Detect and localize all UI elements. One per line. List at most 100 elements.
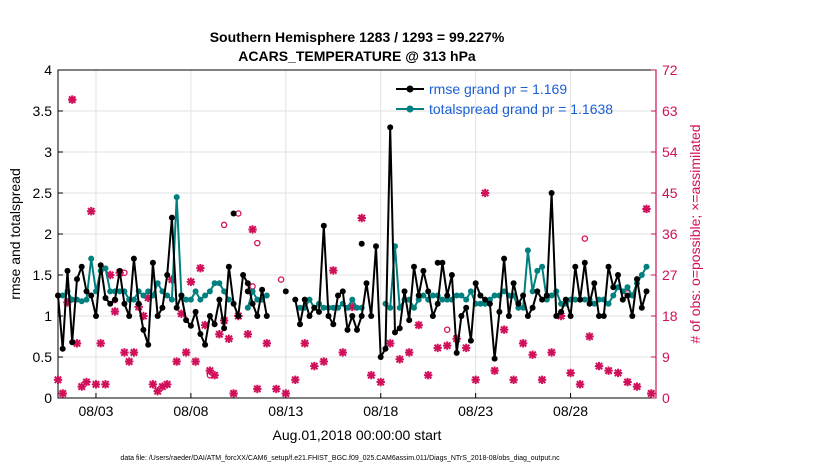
obs-assimilated-marker [248, 225, 257, 234]
totalspread-point [344, 304, 351, 311]
totalspread-point [130, 296, 137, 303]
totalspread-point [458, 292, 465, 299]
y-right-tick-label: 18 [662, 308, 678, 324]
rmse-point [88, 292, 95, 299]
rmse-point [572, 263, 579, 270]
rmse-point [477, 292, 484, 299]
rmse-point [154, 313, 161, 319]
totalspread-point [349, 296, 356, 303]
y-tick-label: 2.5 [33, 185, 53, 201]
obs-assimilated-marker [148, 380, 158, 389]
rmse-point [64, 267, 71, 274]
y-tick-label: 0 [44, 390, 52, 406]
legend-rmse-label: rmse grand pr = 1.169 [429, 81, 567, 97]
rmse-point [316, 308, 322, 315]
rmse-point [197, 331, 204, 337]
rmse-point [463, 304, 470, 311]
rmse-point [605, 263, 612, 270]
totalspread-point [453, 292, 460, 299]
totalspread-point [486, 296, 493, 303]
rmse-point [524, 313, 531, 319]
totalspread-point [83, 296, 90, 303]
obs-assimilated-marker [196, 263, 205, 273]
rmse-point [629, 313, 636, 319]
rmse-point [216, 296, 223, 303]
rmse-point [377, 354, 384, 360]
rmse-point [187, 322, 194, 329]
obs-assimilated-marker [623, 377, 632, 387]
obs-possible-marker [249, 283, 256, 290]
totalspread-point [354, 304, 360, 311]
rmse-point [297, 321, 303, 328]
obs-possible-marker [277, 276, 285, 283]
obs-assimilated-marker [229, 389, 238, 398]
totalspread-point [216, 280, 223, 287]
obs-assimilated-marker [367, 371, 376, 380]
totalspread-point [572, 296, 579, 303]
rmse-point [467, 337, 474, 344]
rmse-point [543, 292, 550, 299]
obs-assimilated-marker [77, 382, 86, 391]
obs-assimilated-marker [471, 375, 480, 384]
rmse-point [472, 280, 479, 287]
rmse-point [567, 313, 574, 319]
data-file-footer: data file: /Users/raeder/DAI/ATM_forcXX/… [120, 455, 560, 462]
rmse-point [358, 240, 365, 247]
totalspread-point [439, 296, 446, 303]
rmse-line-segment [294, 126, 648, 360]
rmse-point [548, 190, 555, 196]
totalspread-point [420, 292, 427, 299]
x-tick-label: 08/03 [78, 403, 113, 419]
totalspread-point [249, 288, 256, 295]
obs-assimilated-marker [143, 293, 153, 302]
totalspread-point [444, 296, 451, 303]
y-right-tick-label: 36 [662, 226, 678, 242]
obs-possible-marker [581, 235, 589, 242]
rmse-point [434, 259, 441, 266]
rmse-point [339, 288, 346, 295]
totalspread-point [638, 272, 645, 278]
obs-assimilated-marker [205, 366, 215, 375]
x-tick-label: 08/13 [268, 403, 303, 419]
totalspread-point [581, 296, 588, 303]
rmse-point [116, 267, 123, 274]
obs-assimilated-marker [129, 348, 139, 357]
rmse-point [491, 355, 498, 362]
totalspread-point [591, 300, 598, 307]
obs-assimilated-marker [124, 357, 134, 366]
obs-assimilated-marker [585, 332, 594, 341]
obs-assimilated-marker [291, 375, 300, 384]
obs-assimilated-marker [414, 320, 423, 330]
rmse-point [282, 288, 289, 295]
obs-assimilated-marker [566, 368, 575, 378]
obs-assimilated-marker [594, 361, 604, 371]
totalspread-point [102, 265, 109, 272]
obs-assimilated-marker [120, 348, 129, 357]
rmse-point [529, 304, 536, 311]
obs-assimilated-marker [158, 382, 167, 391]
rmse-series [55, 124, 650, 362]
totalspread-line-segment [58, 196, 230, 303]
rmse-point [254, 313, 261, 319]
obs-assimilated-marker [87, 207, 96, 216]
x-tick-label: 08/08 [173, 403, 208, 419]
rmse-point [482, 296, 489, 303]
legend-rmse-marker [406, 85, 414, 93]
rmse-point [59, 345, 66, 352]
rmse-point [263, 313, 270, 319]
rmse-point [520, 292, 527, 299]
obs-assimilated-marker [537, 375, 547, 384]
rmse-point [392, 329, 398, 336]
obs-assimilated-marker [376, 377, 385, 387]
totalspread-point [605, 300, 612, 307]
rmse-point [396, 325, 403, 332]
obs-assimilated-marker [181, 348, 191, 357]
obs-assimilated-marker [224, 334, 234, 343]
x-axis-label: Aug.01,2018 00:00:00 start [273, 427, 442, 443]
obs-assimilated-marker [82, 377, 91, 387]
totalspread-point [624, 284, 631, 291]
obs-assimilated-marker [632, 382, 642, 391]
obs-assimilated-marker [386, 339, 395, 348]
totalspread-point [515, 304, 522, 311]
